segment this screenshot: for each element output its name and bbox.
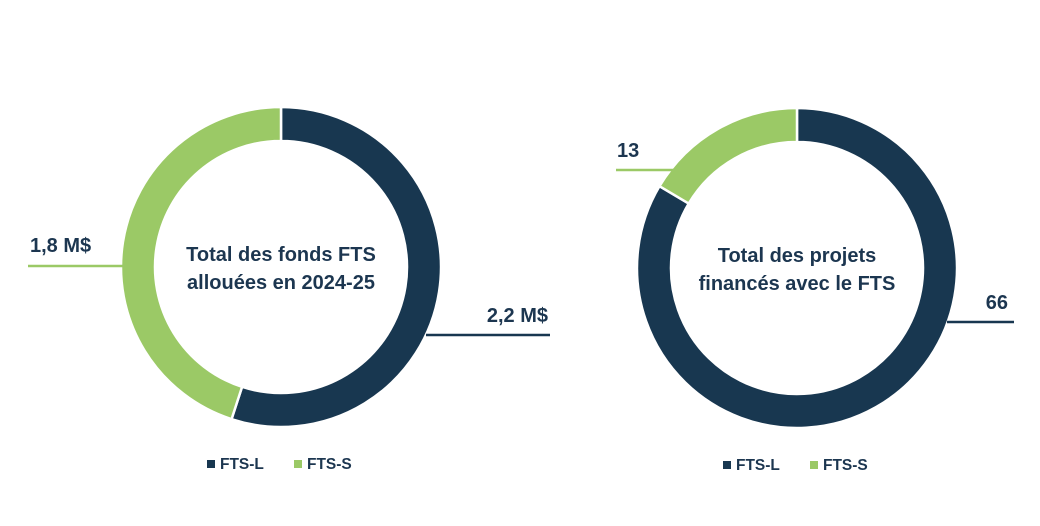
projects-legend-fts-l-label: FTS-L	[736, 457, 780, 474]
funds-slice-fts-s	[119, 105, 283, 421]
projects-slice-fts-l	[635, 106, 959, 430]
funds-legend-fts-l-swatch	[207, 460, 215, 468]
projects-fts-l-value-label: 66	[986, 292, 1008, 314]
funds-slice-fts-l	[229, 105, 443, 429]
projects-slices	[635, 106, 959, 430]
funds-fts-s-value-label: 1,8 M$	[30, 235, 91, 257]
funds-center-title-line-2: allouées en 2024-25	[187, 272, 375, 294]
funds-legend-fts-s-label: FTS-S	[307, 456, 352, 473]
projects-center-title-line-2: financés avec le FTS	[699, 273, 896, 295]
funds-center-title-line-1: Total des fonds FTS	[186, 244, 376, 266]
funds-slices	[119, 105, 443, 429]
funds-legend-fts-l-label: FTS-L	[220, 456, 264, 473]
funds-legend-fts-s-swatch	[294, 460, 302, 468]
projects-legend-fts-s-label: FTS-S	[823, 457, 868, 474]
projects-slice-fts-s	[657, 106, 799, 206]
projects-fts-s-value-label: 13	[617, 140, 639, 162]
projects-legend-fts-l-swatch	[723, 461, 731, 469]
chart-funds: Total des fonds FTS allouées en 2024-25 …	[28, 105, 550, 473]
projects-legend-fts-s-swatch	[810, 461, 818, 469]
chart-projects: Total des projets financés avec le FTS 1…	[616, 106, 1014, 474]
funds-fts-l-value-label: 2,2 M$	[487, 305, 548, 327]
projects-center-title-line-1: Total des projets	[718, 245, 877, 267]
